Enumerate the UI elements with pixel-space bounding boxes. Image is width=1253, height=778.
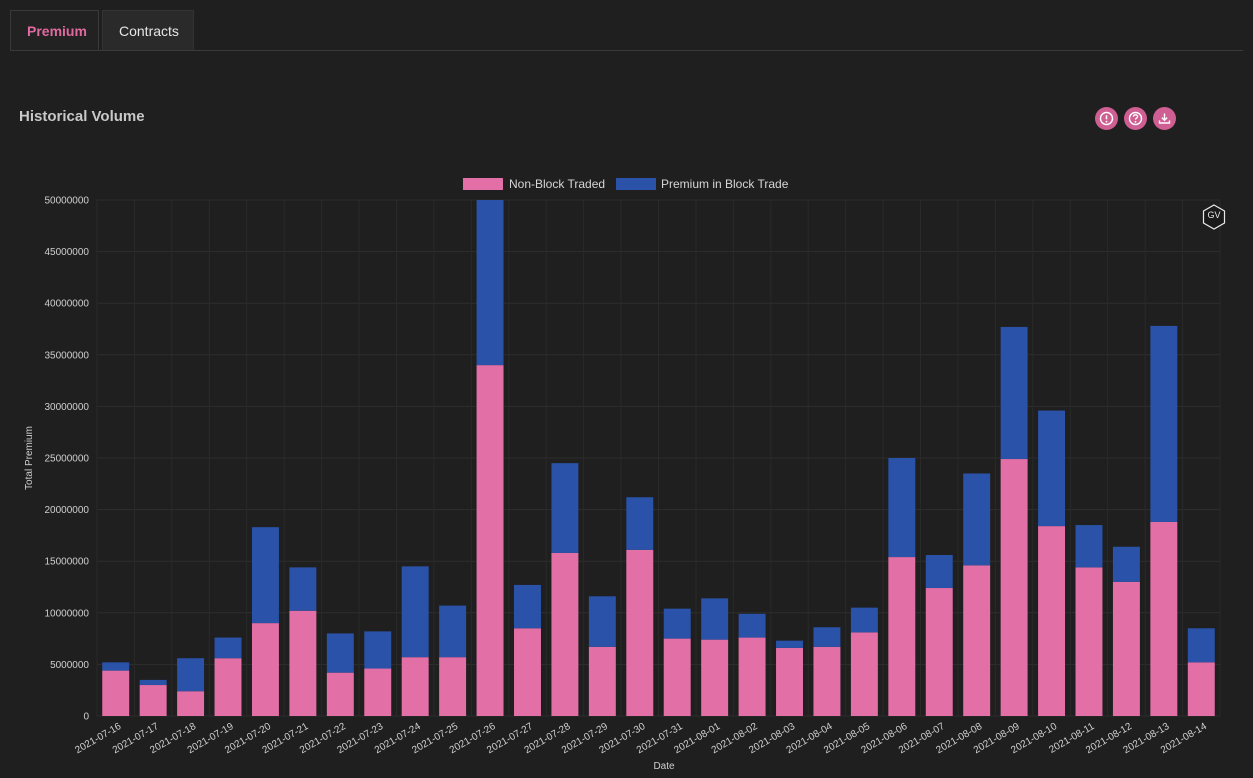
bar-non-block-traded[interactable] bbox=[326, 672, 354, 716]
bar-premium-in-block-trade[interactable] bbox=[776, 640, 803, 648]
y-tick-label: 25000000 bbox=[45, 454, 90, 465]
bar-premium-in-block-trade[interactable] bbox=[888, 458, 916, 558]
legend-swatch-block bbox=[616, 178, 656, 190]
bar-premium-in-block-trade[interactable] bbox=[1000, 326, 1028, 460]
bar-premium-in-block-trade[interactable] bbox=[251, 527, 279, 624]
tab-contracts[interactable]: Contracts bbox=[102, 10, 194, 50]
bar-premium-in-block-trade[interactable] bbox=[364, 631, 392, 669]
bar-non-block-traded[interactable] bbox=[1150, 521, 1178, 716]
chart-bars bbox=[102, 200, 1215, 716]
y-tick-label: 30000000 bbox=[45, 402, 90, 413]
bar-non-block-traded[interactable] bbox=[888, 557, 916, 716]
bar-non-block-traded[interactable] bbox=[776, 647, 803, 716]
y-axis-title: Total Premium bbox=[24, 426, 35, 490]
bar-non-block-traded[interactable] bbox=[439, 657, 467, 716]
bar-premium-in-block-trade[interactable] bbox=[663, 608, 691, 639]
legend-swatch-non-block bbox=[463, 178, 503, 190]
bar-premium-in-block-trade[interactable] bbox=[963, 473, 991, 566]
section-title: Historical Volume bbox=[19, 108, 145, 125]
bar-non-block-traded[interactable] bbox=[364, 668, 392, 716]
y-tick-label: 50000000 bbox=[45, 196, 90, 207]
bar-premium-in-block-trade[interactable] bbox=[1112, 546, 1140, 582]
bar-non-block-traded[interactable] bbox=[963, 565, 991, 716]
bar-non-block-traded[interactable] bbox=[251, 623, 279, 716]
bar-premium-in-block-trade[interactable] bbox=[514, 584, 541, 629]
bar-premium-in-block-trade[interactable] bbox=[439, 605, 467, 658]
tab-premium[interactable]: Premium bbox=[10, 10, 99, 50]
y-tick-label: 45000000 bbox=[45, 247, 90, 258]
bar-non-block-traded[interactable] bbox=[925, 588, 953, 716]
x-axis-title: Date bbox=[653, 761, 675, 772]
bar-premium-in-block-trade[interactable] bbox=[139, 679, 167, 686]
bar-premium-in-block-trade[interactable] bbox=[102, 662, 130, 671]
watermark-logo: GV bbox=[1202, 204, 1226, 230]
y-tick-label: 20000000 bbox=[45, 505, 90, 516]
bar-non-block-traded[interactable] bbox=[850, 632, 878, 716]
bar-premium-in-block-trade[interactable] bbox=[701, 598, 729, 640]
bar-non-block-traded[interactable] bbox=[102, 670, 130, 716]
y-tick-label: 0 bbox=[83, 712, 89, 723]
help-icon[interactable] bbox=[1124, 107, 1147, 130]
bar-premium-in-block-trade[interactable] bbox=[214, 637, 242, 659]
bar-premium-in-block-trade[interactable] bbox=[1187, 628, 1215, 663]
bar-premium-in-block-trade[interactable] bbox=[551, 463, 579, 553]
bar-premium-in-block-trade[interactable] bbox=[588, 596, 616, 647]
tab-bar: Premium Contracts bbox=[10, 10, 1243, 51]
y-tick-label: 40000000 bbox=[45, 299, 90, 310]
chart-grid bbox=[96, 199, 1221, 717]
y-tick-label: 15000000 bbox=[45, 557, 90, 568]
bar-non-block-traded[interactable] bbox=[139, 685, 167, 716]
legend-label-non-block: Non-Block Traded bbox=[509, 177, 605, 191]
bar-premium-in-block-trade[interactable] bbox=[326, 633, 354, 673]
bar-premium-in-block-trade[interactable] bbox=[1038, 410, 1066, 527]
y-tick-label: 10000000 bbox=[45, 608, 90, 619]
bar-premium-in-block-trade[interactable] bbox=[925, 555, 953, 589]
bar-premium-in-block-trade[interactable] bbox=[1075, 525, 1103, 568]
bar-non-block-traded[interactable] bbox=[588, 646, 616, 716]
bar-non-block-traded[interactable] bbox=[701, 639, 729, 716]
y-axis-ticks: 0 5000000 10000000 15000000 20000000 25000000… bbox=[45, 196, 90, 723]
bar-premium-in-block-trade[interactable] bbox=[813, 627, 841, 647]
watermark-text: GV bbox=[1207, 210, 1221, 220]
bar-non-block-traded[interactable] bbox=[476, 365, 504, 716]
y-tick-label: 35000000 bbox=[45, 350, 90, 361]
bar-premium-in-block-trade[interactable] bbox=[626, 497, 654, 550]
bar-non-block-traded[interactable] bbox=[1187, 662, 1215, 716]
bar-non-block-traded[interactable] bbox=[663, 638, 691, 716]
bar-premium-in-block-trade[interactable] bbox=[850, 607, 878, 633]
bar-non-block-traded[interactable] bbox=[738, 637, 766, 716]
alert-icon[interactable] bbox=[1095, 107, 1118, 130]
legend-label-block: Premium in Block Trade bbox=[661, 177, 789, 191]
y-tick-label: 5000000 bbox=[50, 660, 89, 671]
download-icon[interactable] bbox=[1153, 107, 1176, 130]
bar-non-block-traded[interactable] bbox=[177, 691, 205, 716]
bar-premium-in-block-trade[interactable] bbox=[289, 567, 317, 611]
bar-premium-in-block-trade[interactable] bbox=[738, 613, 766, 638]
bar-non-block-traded[interactable] bbox=[401, 657, 429, 716]
bar-premium-in-block-trade[interactable] bbox=[1150, 325, 1178, 522]
bar-non-block-traded[interactable] bbox=[1000, 459, 1028, 716]
bar-premium-in-block-trade[interactable] bbox=[177, 658, 205, 692]
bar-non-block-traded[interactable] bbox=[1112, 581, 1140, 716]
chart-legend: Non-Block Traded Premium in Block Trade bbox=[463, 177, 789, 191]
bar-non-block-traded[interactable] bbox=[813, 646, 841, 716]
bar-non-block-traded[interactable] bbox=[1075, 567, 1103, 716]
bar-non-block-traded[interactable] bbox=[289, 610, 317, 716]
bar-non-block-traded[interactable] bbox=[1038, 526, 1066, 716]
bar-premium-in-block-trade[interactable] bbox=[476, 200, 504, 366]
bar-non-block-traded[interactable] bbox=[214, 658, 242, 716]
bar-premium-in-block-trade[interactable] bbox=[401, 566, 429, 658]
bar-non-block-traded[interactable] bbox=[551, 552, 579, 716]
x-axis-ticks: 2021-07-162021-07-172021-07-182021-07-19… bbox=[73, 721, 1209, 756]
bar-non-block-traded[interactable] bbox=[514, 628, 541, 716]
bar-non-block-traded[interactable] bbox=[626, 549, 654, 716]
